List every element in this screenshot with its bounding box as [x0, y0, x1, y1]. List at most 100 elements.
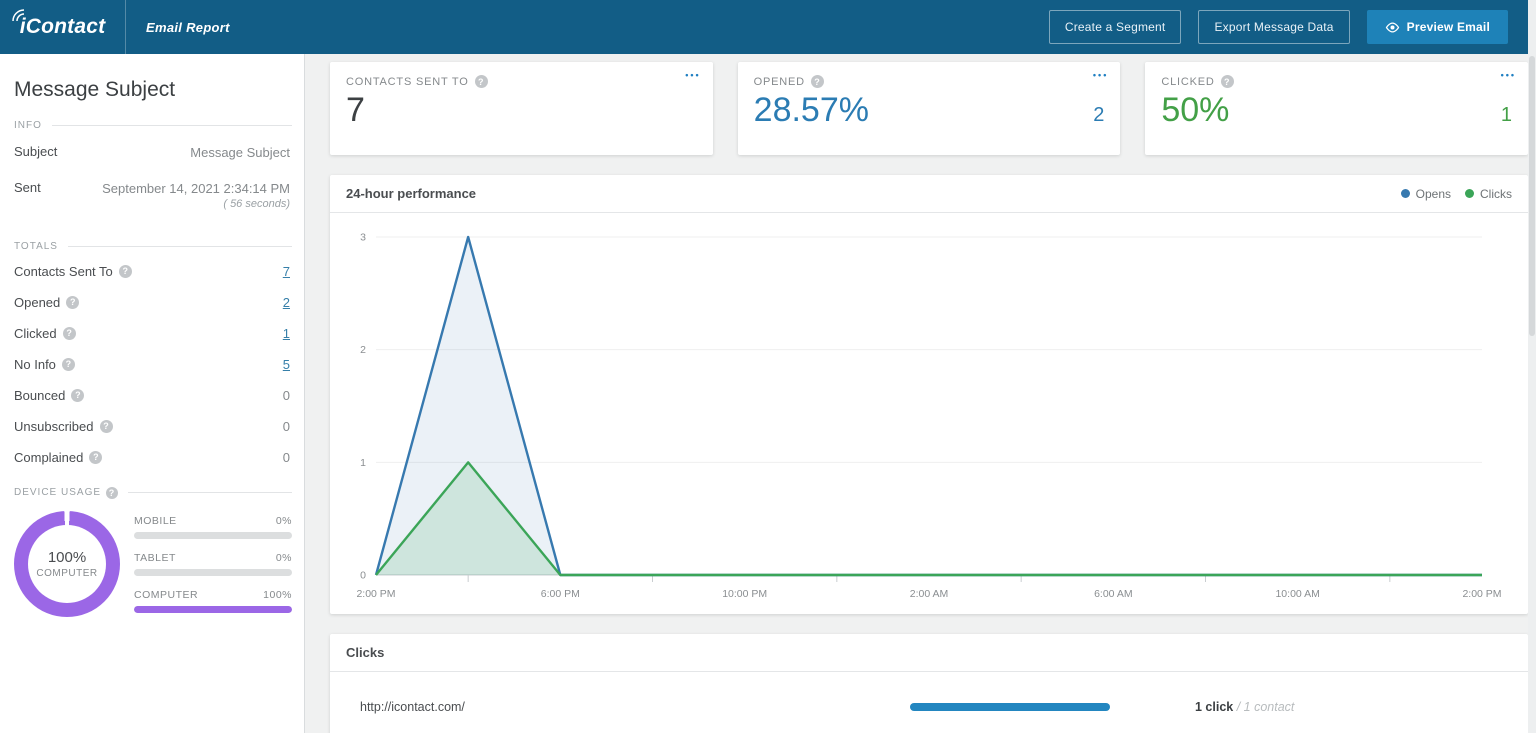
- svg-text:6:00 PM: 6:00 PM: [541, 588, 580, 600]
- device-usage-donut-chart: 100% COMPUTER: [14, 511, 120, 617]
- contacts-sent-to-link[interactable]: 7: [283, 264, 290, 279]
- totals-label: Contacts Sent To: [14, 264, 113, 279]
- click-link-row: http://icontact.com/ 1 click / 1 contact: [330, 672, 1528, 733]
- card-menu-icon[interactable]: •••: [1501, 70, 1516, 80]
- report-main: ••• CONTACTS SENT TO? 7 ••• OPENED? 28.5…: [305, 54, 1536, 733]
- card-menu-icon[interactable]: •••: [1093, 70, 1108, 80]
- legend-item-opens[interactable]: Opens: [1401, 187, 1451, 201]
- help-icon[interactable]: ?: [475, 75, 488, 88]
- device-bar-value: 100%: [263, 589, 292, 601]
- subject-row: Subject Message Subject: [12, 135, 292, 171]
- device-usage-widget: 100% COMPUTER MOBILE 0% TABLET 0%: [12, 511, 292, 617]
- opens-legend-dot-icon: [1401, 189, 1410, 198]
- sent-value: September 14, 2021 2:34:14 PM: [102, 181, 290, 196]
- click-bar: [910, 703, 1110, 711]
- card-menu-icon[interactable]: •••: [685, 70, 700, 80]
- create-segment-button[interactable]: Create a Segment: [1049, 10, 1182, 44]
- performance-chart: 01232:00 PM6:00 PM10:00 PM2:00 AM6:00 AM…: [346, 223, 1504, 603]
- help-icon[interactable]: ?: [106, 487, 118, 499]
- page-title: Email Report: [126, 0, 1049, 54]
- logo-text: iContact: [20, 15, 106, 38]
- totals-label: Clicked: [14, 326, 57, 341]
- device-bar-tablet: TABLET 0%: [134, 552, 292, 576]
- performance-panel-title: 24-hour performance: [346, 186, 476, 201]
- totals-label: Unsubscribed: [14, 419, 94, 434]
- svg-text:6:00 AM: 6:00 AM: [1094, 588, 1133, 600]
- totals-row-contacts-sent-to: Contacts Sent To? 7: [12, 256, 292, 287]
- help-icon[interactable]: ?: [89, 451, 102, 464]
- stat-card-opened: ••• OPENED? 28.57% 2: [738, 62, 1121, 155]
- totals-row-clicked: Clicked? 1: [12, 318, 292, 349]
- stat-card-secondary: 1: [1501, 104, 1512, 131]
- help-icon[interactable]: ?: [71, 389, 84, 402]
- help-icon[interactable]: ?: [119, 265, 132, 278]
- legend-label: Opens: [1416, 187, 1451, 201]
- top-navbar: iContact Email Report Create a Segment E…: [0, 0, 1536, 54]
- help-icon[interactable]: ?: [1221, 75, 1234, 88]
- help-icon[interactable]: ?: [62, 358, 75, 371]
- stat-card-clicked: ••• CLICKED? 50% 1: [1145, 62, 1528, 155]
- totals-row-unsubscribed: Unsubscribed? 0: [12, 411, 292, 442]
- clicked-link[interactable]: 1: [283, 326, 290, 341]
- device-bar-label: TABLET: [134, 552, 176, 564]
- navbar-actions: Create a Segment Export Message Data Pre…: [1049, 0, 1536, 54]
- svg-text:2:00 AM: 2:00 AM: [910, 588, 949, 600]
- svg-text:10:00 PM: 10:00 PM: [722, 588, 767, 600]
- preview-email-button[interactable]: Preview Email: [1367, 10, 1508, 44]
- subject-label: Subject: [14, 144, 57, 159]
- svg-text:10:00 AM: 10:00 AM: [1275, 588, 1319, 600]
- totals-row-opened: Opened? 2: [12, 287, 292, 318]
- clicked-url-link[interactable]: http://icontact.com/: [346, 700, 910, 714]
- help-icon[interactable]: ?: [63, 327, 76, 340]
- signal-waves-icon: [12, 9, 25, 22]
- device-bar-mobile: MOBILE 0%: [134, 515, 292, 539]
- device-bar-computer: COMPUTER 100%: [134, 589, 292, 613]
- svg-text:0: 0: [360, 570, 366, 582]
- device-bar-fill: [134, 606, 292, 613]
- click-count: 1 click: [1195, 700, 1233, 714]
- sent-duration: ( 56 seconds): [102, 197, 290, 212]
- no-info-link[interactable]: 5: [283, 357, 290, 372]
- eye-icon: [1385, 22, 1400, 33]
- section-divider: [128, 492, 292, 493]
- svg-text:2: 2: [360, 344, 366, 356]
- help-icon[interactable]: ?: [100, 420, 113, 433]
- help-icon[interactable]: ?: [66, 296, 79, 309]
- preview-email-label: Preview Email: [1407, 20, 1490, 34]
- stat-card-value: 28.57%: [754, 90, 869, 131]
- device-usage-section-label: DEVICE USAGE: [14, 487, 101, 498]
- totals-label: No Info: [14, 357, 56, 372]
- device-bar-value: 0%: [276, 515, 292, 527]
- sent-row: Sent September 14, 2021 2:34:14 PM ( 56 …: [12, 171, 292, 221]
- totals-row-bounced: Bounced? 0: [12, 380, 292, 411]
- icontact-logo[interactable]: iContact: [0, 0, 125, 54]
- opened-link[interactable]: 2: [283, 295, 290, 310]
- stat-card-contacts-sent-to: ••• CONTACTS SENT TO? 7: [330, 62, 713, 155]
- totals-label: Complained: [14, 450, 83, 465]
- totals-row-no-info: No Info? 5: [12, 349, 292, 380]
- device-bar-value: 0%: [276, 552, 292, 564]
- sent-label: Sent: [14, 180, 41, 195]
- stat-card-label: CLICKED: [1161, 76, 1214, 88]
- bounced-value: 0: [283, 388, 290, 403]
- section-divider: [52, 125, 292, 126]
- complained-value: 0: [283, 450, 290, 465]
- clicks-panel: Clicks http://icontact.com/ 1 click / 1 …: [330, 634, 1528, 733]
- report-sidebar: Message Subject INFO Subject Message Sub…: [0, 54, 305, 733]
- scrollbar-thumb[interactable]: [1529, 56, 1535, 336]
- help-icon[interactable]: ?: [811, 75, 824, 88]
- legend-item-clicks[interactable]: Clicks: [1465, 187, 1512, 201]
- export-message-data-button[interactable]: Export Message Data: [1198, 10, 1349, 44]
- page-scrollbar[interactable]: [1528, 0, 1536, 733]
- message-subject-title: Message Subject: [14, 78, 292, 102]
- unsubscribed-value: 0: [283, 419, 290, 434]
- performance-panel: 24-hour performance Opens Clicks 01232:0…: [330, 175, 1528, 614]
- stat-card-label: CONTACTS SENT TO: [346, 76, 469, 88]
- svg-text:2:00 PM: 2:00 PM: [356, 588, 395, 600]
- svg-text:3: 3: [360, 232, 366, 244]
- totals-row-complained: Complained? 0: [12, 442, 292, 473]
- click-contacts: / 1 contact: [1237, 700, 1295, 714]
- stat-card-label: OPENED: [754, 76, 805, 88]
- stat-card-value: 50%: [1161, 90, 1229, 131]
- totals-label: Bounced: [14, 388, 65, 403]
